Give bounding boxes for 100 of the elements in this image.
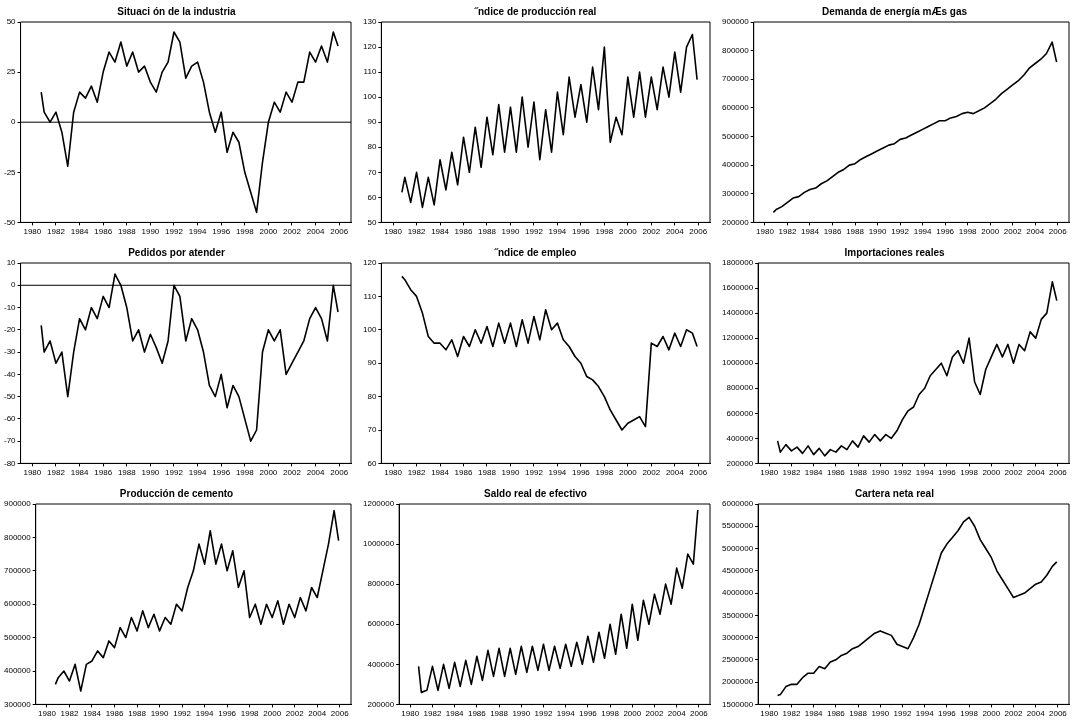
x-tick-label: 1988 — [128, 709, 147, 719]
y-tick-label: -50 — [4, 217, 17, 227]
x-tick-label: 1986 — [105, 709, 124, 719]
x-tick-label: 1998 — [595, 468, 614, 478]
x-tick-label: 1992 — [891, 227, 910, 237]
x-tick-label: 1984 — [83, 709, 102, 719]
x-tick-label: 2004 — [1026, 709, 1046, 719]
y-tick-label: 1400000 — [721, 308, 754, 318]
x-tick-label: 2000 — [618, 468, 638, 478]
x-tick-label: 1986 — [826, 468, 846, 478]
x-tick-label: 1990 — [871, 468, 890, 478]
x-tick-label: 1992 — [173, 709, 192, 719]
x-tick-label: 2002 — [283, 468, 302, 478]
x-tick-label: 2000 — [263, 709, 282, 719]
x-tick-label: 1982 — [407, 468, 427, 478]
x-tick-label: 1994 — [188, 468, 208, 478]
chart-title: Saldo real de efectivo — [484, 487, 587, 499]
y-tick-label: 120 — [362, 258, 377, 268]
y-tick-label: 0 — [11, 117, 17, 127]
y-tick-label: 1200000 — [362, 499, 395, 509]
x-tick-label: 1994 — [548, 468, 567, 478]
x-tick-label: 1980 — [384, 468, 403, 478]
y-tick-label: 600000 — [3, 599, 32, 609]
y-tick-label: -20 — [4, 325, 17, 334]
x-tick-label: 1996 — [212, 468, 231, 478]
x-tick-label: 2002 — [1004, 468, 1023, 478]
x-tick-label: 2006 — [689, 468, 708, 478]
x-tick-label: 1996 — [937, 709, 957, 719]
y-tick-label: 3500000 — [721, 610, 754, 620]
x-tick-label: 1992 — [893, 709, 912, 719]
y-tick-label: 0 — [11, 280, 17, 290]
y-tick-label: 70 — [367, 425, 377, 435]
y-tick-label: 300000 — [3, 699, 32, 709]
x-tick-label: 1988 — [846, 227, 865, 237]
x-tick-label: 2004 — [667, 709, 687, 719]
x-tick-label: 2002 — [642, 468, 661, 478]
x-tick-label: 1990 — [150, 709, 170, 719]
y-tick-label: 50 — [367, 217, 377, 227]
x-tick-label: 2002 — [1003, 227, 1023, 237]
x-tick-label: 2000 — [981, 227, 1000, 237]
y-tick-label: 2500000 — [721, 655, 754, 665]
x-tick-label: 1986 — [94, 227, 113, 237]
x-tick-label: 1992 — [525, 468, 544, 478]
x-tick-label: 2006 — [330, 709, 350, 719]
y-tick-label: 80 — [367, 142, 377, 152]
y-tick-label: 400000 — [367, 659, 395, 669]
y-tick-label: 1000000 — [362, 539, 395, 549]
y-tick-label: 60 — [367, 192, 377, 202]
chart-title: Importaciones reales — [844, 246, 945, 258]
x-tick-label: 1980 — [38, 709, 57, 719]
x-tick-label: 2002 — [283, 227, 302, 237]
y-tick-label: 110 — [363, 291, 377, 301]
y-tick-label: 600000 — [726, 408, 754, 418]
x-tick-label: 1980 — [760, 709, 779, 719]
x-tick-label: 1984 — [804, 468, 824, 478]
x-tick-label: 1988 — [117, 468, 137, 478]
y-tick-label: -50 — [4, 391, 17, 401]
x-tick-label: 1996 — [571, 227, 591, 237]
y-tick-label: 80 — [367, 391, 377, 401]
y-tick-label: 4500000 — [721, 566, 754, 575]
x-tick-label: 1982 — [407, 227, 427, 237]
y-tick-label: 100 — [362, 325, 377, 334]
x-tick-label: 1990 — [868, 227, 888, 237]
x-tick-label: 1984 — [801, 227, 820, 237]
x-tick-label: 1986 — [826, 709, 846, 719]
x-tick-label: 2000 — [259, 468, 278, 478]
x-tick-label: 1982 — [60, 709, 79, 719]
x-tick-label: 2004 — [306, 468, 326, 478]
x-tick-label: 2000 — [982, 709, 1001, 719]
x-tick-label: 2004 — [308, 709, 327, 719]
y-tick-label: 800000 — [367, 579, 395, 589]
x-tick-label: 2006 — [330, 468, 349, 478]
y-tick-label: 10 — [6, 258, 17, 268]
x-tick-label: 2002 — [645, 709, 664, 719]
x-tick-label: 1992 — [165, 227, 184, 237]
y-tick-label: 400000 — [721, 160, 750, 170]
x-tick-label: 1996 — [218, 709, 237, 719]
chart-title: Cartera neta real — [855, 487, 935, 499]
x-tick-label: 1998 — [235, 227, 255, 237]
x-tick-label: 1984 — [445, 709, 465, 719]
x-tick-label: 1996 — [578, 709, 598, 719]
x-tick-label: 1980 — [23, 468, 42, 478]
x-tick-label: 1988 — [478, 227, 497, 237]
x-tick-label: 1982 — [47, 468, 66, 478]
x-tick-label: 1980 — [760, 468, 779, 478]
y-tick-label: -30 — [4, 347, 17, 357]
x-tick-label: 1998 — [960, 709, 979, 719]
x-tick-label: 2006 — [689, 227, 708, 237]
x-tick-label: 1982 — [47, 227, 66, 237]
x-tick-label: 1994 — [556, 709, 576, 719]
x-tick-label: 2006 — [330, 227, 349, 237]
y-tick-label: 2000000 — [721, 677, 754, 687]
x-tick-label: 2004 — [1026, 468, 1046, 478]
y-tick-label: 800000 — [3, 532, 32, 542]
x-tick-label: 2006 — [1048, 227, 1068, 237]
x-tick-label: 2002 — [642, 227, 661, 237]
x-tick-label: 1984 — [70, 468, 90, 478]
y-tick-label: 200000 — [367, 699, 395, 709]
x-tick-label: 1986 — [823, 227, 842, 237]
y-tick-label: 400000 — [3, 666, 32, 676]
